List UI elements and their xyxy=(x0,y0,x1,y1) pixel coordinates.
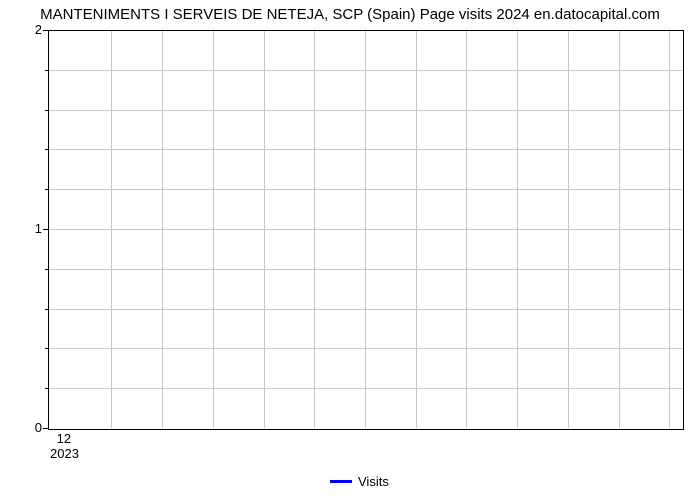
x-gridline xyxy=(264,31,265,428)
x-gridline xyxy=(416,31,417,428)
plot-area xyxy=(48,30,684,430)
x-tick-label: 12 xyxy=(54,431,74,446)
x-gridline xyxy=(365,31,366,428)
y-tick-label: 0 xyxy=(22,420,42,435)
x-gridline xyxy=(111,31,112,428)
legend-swatch xyxy=(330,480,352,483)
y-minor-tick-mark xyxy=(45,110,48,111)
x-gridline xyxy=(517,31,518,428)
y-minor-tick-mark xyxy=(45,269,48,270)
x-gridline xyxy=(213,31,214,428)
x-year-label: 2023 xyxy=(50,446,79,461)
y-tick-mark xyxy=(43,30,48,31)
x-gridline xyxy=(314,31,315,428)
x-gridline xyxy=(669,31,670,428)
y-minor-tick-mark xyxy=(45,348,48,349)
y-minor-tick-mark xyxy=(45,70,48,71)
legend: Visits xyxy=(330,474,389,489)
y-minor-tick-mark xyxy=(45,388,48,389)
x-gridline xyxy=(619,31,620,428)
x-gridline xyxy=(568,31,569,428)
y-minor-tick-mark xyxy=(45,309,48,310)
y-minor-tick-mark xyxy=(45,189,48,190)
y-tick-mark xyxy=(43,229,48,230)
legend-label: Visits xyxy=(358,474,389,489)
y-minor-tick-mark xyxy=(45,149,48,150)
x-gridline xyxy=(466,31,467,428)
y-tick-mark xyxy=(43,428,48,429)
x-gridline xyxy=(162,31,163,428)
y-tick-label: 1 xyxy=(22,221,42,236)
y-tick-label: 2 xyxy=(22,22,42,37)
chart-title: MANTENIMENTS I SERVEIS DE NETEJA, SCP (S… xyxy=(0,6,700,23)
